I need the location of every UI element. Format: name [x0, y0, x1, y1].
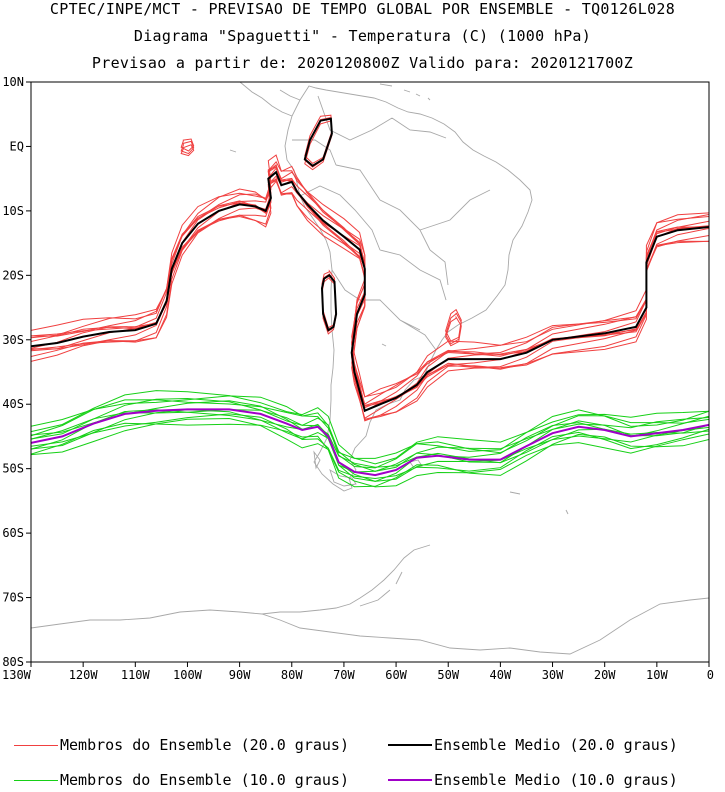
member-10-line — [31, 409, 709, 482]
lake-marks — [229, 149, 397, 401]
lat-tick-label: 80S — [2, 655, 24, 669]
member-10-line — [31, 409, 709, 473]
ensemble-mean-layer — [31, 117, 709, 477]
ensemble-members-10-layer — [31, 390, 709, 488]
member-20-closed-contour — [180, 144, 195, 157]
lon-tick-label: 70W — [333, 668, 355, 682]
legend-label-mean-20: Ensemble Medio (20.0 graus) — [434, 736, 678, 754]
member-20-line — [31, 154, 709, 398]
coastline-layer — [31, 82, 709, 655]
member-20-line — [31, 166, 709, 405]
lon-tick-label: 80W — [281, 668, 303, 682]
legend-swatch-mean-10 — [388, 779, 432, 781]
member-10-line — [31, 417, 709, 488]
lon-tick-label: 130W — [2, 668, 32, 682]
legend-swatch-members-20 — [14, 744, 58, 746]
member-10-line — [31, 399, 709, 469]
caribbean-islands — [379, 83, 431, 101]
lon-tick-label: 40W — [490, 668, 512, 682]
lon-tick-label: 0 — [707, 668, 714, 682]
member-20-line — [31, 180, 709, 420]
legend-swatch-members-10 — [14, 779, 58, 781]
lat-tick-label: 30S — [2, 333, 24, 347]
ensemble-members-20-layer — [31, 114, 709, 422]
member-20-line — [31, 177, 709, 421]
legend-members-10: Membros do Ensemble (10.0 graus) — [14, 771, 349, 789]
mean-20-closed-contour — [320, 273, 338, 332]
mean-10-line — [31, 408, 709, 477]
member-20-line — [31, 161, 709, 398]
member-20-closed-contour — [180, 140, 195, 155]
member-20-closed-contour — [445, 315, 462, 347]
title-line-3: Previsao a partir de: 2020120800Z Valido… — [91, 54, 634, 72]
lat-tick-label: 20S — [2, 268, 24, 282]
member-20-closed-contour — [304, 114, 333, 165]
member-20-line — [31, 164, 709, 407]
legend-mean-20: Ensemble Medio (20.0 graus) — [388, 736, 678, 754]
lat-tick-label: EQ — [10, 139, 24, 153]
member-10-line — [31, 397, 709, 472]
lat-tick-label: 60S — [2, 526, 24, 540]
title-line-2: Diagrama "Spaguetti" - Temperatura (C) (… — [133, 27, 592, 45]
lat-tick-label: 40S — [2, 397, 24, 411]
plot-frame — [30, 81, 710, 663]
legend-label-mean-10: Ensemble Medio (10.0 graus) — [434, 771, 678, 789]
member-10-line — [31, 400, 709, 468]
title-line-1: CPTEC/INPE/MCT - PREVISAO DE TEMPO GLOBA… — [49, 0, 676, 18]
member-10-line — [31, 422, 709, 488]
lon-tick-label: 20W — [594, 668, 616, 682]
lon-tick-label: 50W — [437, 668, 459, 682]
member-20-line — [31, 165, 709, 409]
lon-tick-label: 10W — [646, 668, 668, 682]
mean-20-line — [31, 170, 709, 413]
antarctic-coast — [31, 597, 709, 655]
lon-tick-label: 100W — [173, 668, 203, 682]
central-america-coast — [239, 82, 301, 117]
lon-tick-label: 120W — [69, 668, 99, 682]
legend-swatch-mean-20 — [388, 744, 432, 746]
legend-members-20: Membros do Ensemble (20.0 graus) — [14, 736, 349, 754]
antarctic-peninsula-coast — [261, 544, 431, 615]
member-20-line — [31, 179, 709, 419]
lon-tick-label: 90W — [229, 668, 251, 682]
member-20-closed-contour — [445, 308, 462, 342]
member-10-line — [31, 409, 709, 482]
lon-tick-label: 30W — [542, 668, 564, 682]
legend-label-members-20: Membros do Ensemble (20.0 graus) — [60, 736, 349, 754]
member-10-line — [31, 390, 709, 465]
mean-20-closed-contour — [303, 117, 333, 168]
member-20-closed-contour — [180, 138, 195, 152]
country-borders — [292, 95, 491, 351]
lon-tick-label: 110W — [121, 668, 151, 682]
lat-tick-label: 10S — [2, 204, 24, 218]
lon-tick-label: 60W — [385, 668, 407, 682]
legend-label-members-10: Membros do Ensemble (10.0 graus) — [60, 771, 349, 789]
lat-tick-label: 10N — [2, 75, 24, 89]
legend-mean-10: Ensemble Medio (10.0 graus) — [388, 771, 678, 789]
south-georgia-coast — [509, 491, 569, 515]
member-10-line — [31, 395, 709, 459]
lat-tick-label: 50S — [2, 462, 24, 476]
member-20-line — [31, 175, 709, 412]
lat-tick-label: 70S — [2, 591, 24, 605]
tierra-del-fuego-coast — [313, 450, 423, 487]
member-20-line — [31, 167, 709, 407]
